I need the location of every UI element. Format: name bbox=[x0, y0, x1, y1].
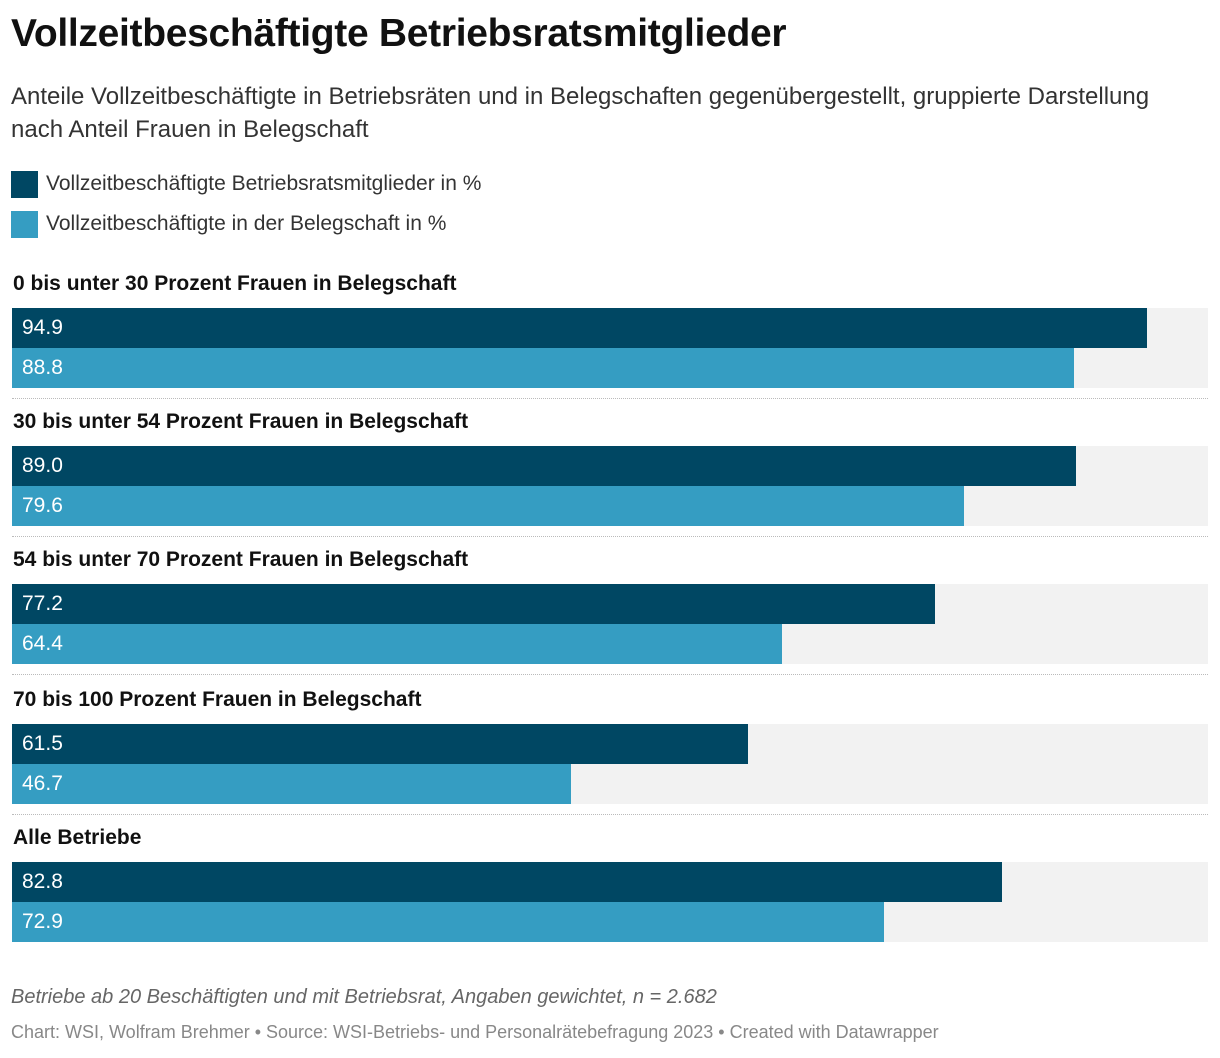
bar-track: 64.4 bbox=[12, 624, 1208, 664]
legend-item-betriebsrat: Vollzeitbeschäftigte Betriebsratsmitglie… bbox=[11, 170, 481, 198]
bar-value-label: 94.9 bbox=[22, 316, 63, 339]
bar-value-label: 61.5 bbox=[22, 732, 63, 755]
bar-track: 88.8 bbox=[12, 348, 1208, 388]
bar-belegschaft bbox=[12, 902, 884, 942]
bar-track: 79.6 bbox=[12, 486, 1208, 526]
bar-belegschaft bbox=[12, 486, 964, 526]
bar-belegschaft bbox=[12, 348, 1074, 388]
group-label: 0 bis unter 30 Prozent Frauen in Belegsc… bbox=[13, 272, 457, 295]
bar-betriebsrat bbox=[12, 584, 935, 624]
bar-track: 94.9 bbox=[12, 308, 1208, 348]
chart-note: Betriebe ab 20 Beschäftigten und mit Bet… bbox=[11, 986, 717, 1008]
bar-track: 82.8 bbox=[12, 862, 1208, 902]
legend-item-belegschaft: Vollzeitbeschäftigte in der Belegschaft … bbox=[11, 210, 481, 238]
legend-swatch-betriebsrat bbox=[11, 170, 38, 198]
bar-value-label: 89.0 bbox=[22, 454, 63, 477]
bar-value-label: 72.9 bbox=[22, 910, 63, 933]
legend-swatch-belegschaft bbox=[11, 210, 38, 238]
legend-label-belegschaft: Vollzeitbeschäftigte in der Belegschaft … bbox=[46, 212, 447, 235]
bar-belegschaft bbox=[12, 764, 571, 804]
group-separator bbox=[12, 536, 1208, 537]
chart-legend: Vollzeitbeschäftigte Betriebsratsmitglie… bbox=[11, 170, 481, 250]
bar-track: 77.2 bbox=[12, 584, 1208, 624]
bar-value-label: 77.2 bbox=[22, 592, 63, 615]
group-label: 30 bis unter 54 Prozent Frauen in Belegs… bbox=[13, 410, 469, 433]
bar-betriebsrat bbox=[12, 862, 1002, 902]
bar-track: 72.9 bbox=[12, 902, 1208, 942]
bar-track: 61.5 bbox=[12, 724, 1208, 764]
group-label: 70 bis 100 Prozent Frauen in Belegschaft bbox=[13, 688, 422, 711]
bar-value-label: 64.4 bbox=[22, 632, 63, 655]
chart-title: Vollzeitbeschäftigte Betriebsratsmitglie… bbox=[11, 12, 787, 55]
chart-subtitle: Anteile Vollzeitbeschäftigte in Betriebs… bbox=[11, 83, 1150, 143]
bar-value-label: 79.6 bbox=[22, 494, 63, 517]
bar-value-label: 88.8 bbox=[22, 356, 63, 379]
bar-betriebsrat bbox=[12, 446, 1076, 486]
bar-belegschaft bbox=[12, 624, 782, 664]
bar-value-label: 82.8 bbox=[22, 870, 63, 893]
group-separator bbox=[12, 398, 1208, 399]
group-separator bbox=[12, 814, 1208, 815]
bar-track: 46.7 bbox=[12, 764, 1208, 804]
group-label: 54 bis unter 70 Prozent Frauen in Belegs… bbox=[13, 548, 469, 571]
group-label: Alle Betriebe bbox=[13, 826, 142, 849]
legend-label-betriebsrat: Vollzeitbeschäftigte Betriebsratsmitglie… bbox=[46, 172, 482, 195]
bar-betriebsrat bbox=[12, 308, 1147, 348]
group-separator bbox=[12, 674, 1208, 675]
chart-footer: Chart: WSI, Wolfram Brehmer • Source: WS… bbox=[11, 1022, 939, 1042]
bar-betriebsrat bbox=[12, 724, 748, 764]
bar-value-label: 46.7 bbox=[22, 772, 63, 795]
bar-track: 89.0 bbox=[12, 446, 1208, 486]
